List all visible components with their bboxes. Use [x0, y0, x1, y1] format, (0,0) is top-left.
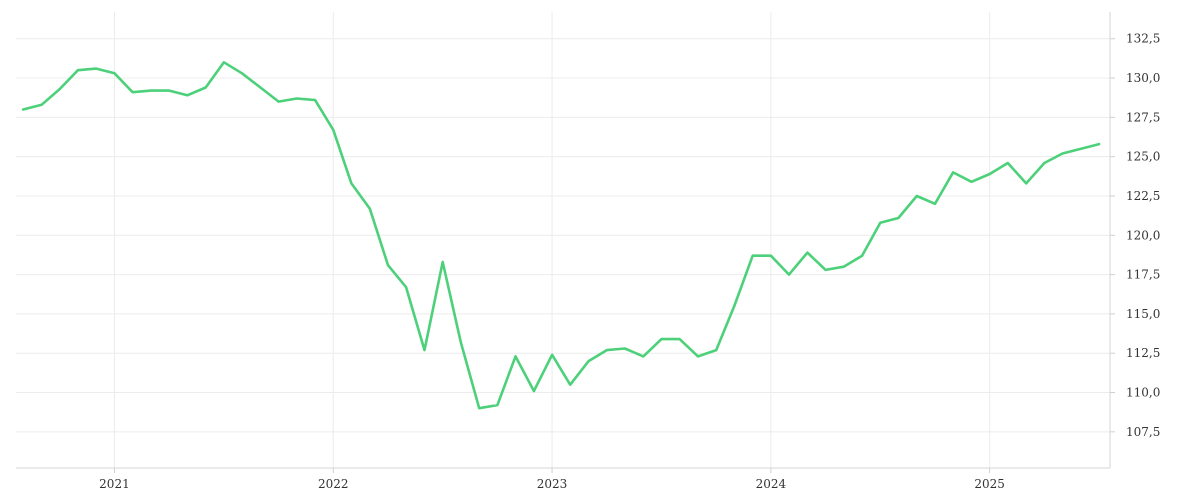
y-tick-label: 130,0 [1126, 71, 1160, 85]
x-tick-label: 2023 [537, 477, 568, 491]
y-tick-label: 132,5 [1126, 32, 1160, 46]
x-tick-label: 2025 [974, 477, 1005, 491]
series-line [21, 60, 1101, 410]
grid-layer [16, 12, 1110, 468]
y-tick-label: 120,0 [1126, 228, 1160, 242]
tick-label-layer: 107,5 110,0 112,5 115,0 117,5 120,0 122,5 125,0… [99, 32, 1160, 491]
axis-layer [16, 12, 1115, 473]
x-tick-label: 2024 [756, 477, 787, 491]
y-tick-label: 117,5 [1126, 268, 1160, 282]
y-tick-label: 115,0 [1126, 307, 1160, 321]
series-layer [21, 60, 1101, 410]
y-tick-label: 107,5 [1126, 425, 1160, 439]
y-tick-label: 127,5 [1126, 110, 1160, 124]
y-tick-label: 125,0 [1126, 150, 1160, 164]
y-tick-label: 110,0 [1126, 386, 1160, 400]
y-tick-label: 122,5 [1126, 189, 1160, 203]
x-tick-label: 2022 [318, 477, 349, 491]
y-tick-label: 112,5 [1126, 346, 1160, 360]
x-tick-label: 2021 [99, 477, 130, 491]
